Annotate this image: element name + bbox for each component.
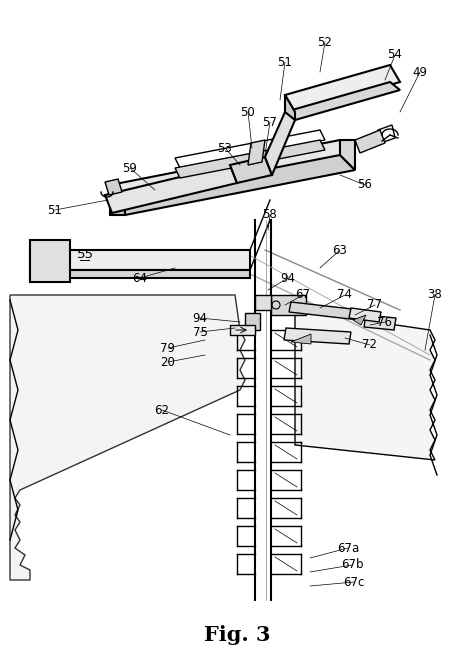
Text: 74: 74 [337,288,353,302]
Polygon shape [110,185,125,215]
Text: 50: 50 [241,106,255,118]
Polygon shape [285,82,400,120]
Polygon shape [378,125,395,143]
Polygon shape [255,295,271,310]
Text: 59: 59 [123,162,137,175]
Polygon shape [284,328,351,344]
Text: 72: 72 [363,338,377,351]
Polygon shape [364,315,396,330]
Polygon shape [248,140,265,165]
Polygon shape [175,130,325,168]
Text: 67b: 67b [341,558,363,572]
Text: 20: 20 [161,355,175,369]
Polygon shape [291,334,311,344]
Polygon shape [10,295,245,580]
Text: Fig. 3: Fig. 3 [204,625,270,645]
Text: 64: 64 [133,271,147,284]
Text: 57: 57 [263,116,277,129]
Polygon shape [110,140,355,200]
Text: 75: 75 [192,325,208,338]
Text: 51: 51 [47,204,63,217]
Text: 67a: 67a [337,541,359,555]
Polygon shape [340,140,355,170]
Polygon shape [271,295,306,315]
Text: 56: 56 [357,179,373,191]
Polygon shape [30,240,70,282]
Polygon shape [245,313,260,330]
Polygon shape [110,155,355,215]
Polygon shape [353,315,366,325]
Polygon shape [30,270,250,278]
Text: 55: 55 [76,248,93,261]
Text: 54: 54 [388,49,402,62]
Text: 52: 52 [318,35,332,49]
Text: 58: 58 [263,208,277,221]
Text: 76: 76 [377,315,392,328]
Polygon shape [230,325,255,335]
Text: 67: 67 [295,288,310,302]
Text: 77: 77 [367,298,383,311]
Polygon shape [230,157,272,183]
Polygon shape [105,179,122,195]
Text: 62: 62 [155,403,170,417]
Polygon shape [349,308,381,322]
Polygon shape [295,310,435,460]
Polygon shape [30,250,250,270]
Text: 79: 79 [161,342,175,355]
Polygon shape [289,302,361,320]
Polygon shape [355,130,385,153]
Text: 53: 53 [218,141,232,154]
Polygon shape [285,65,400,112]
Text: 63: 63 [333,244,347,256]
Text: 38: 38 [428,288,442,302]
Text: 51: 51 [278,55,292,68]
Polygon shape [265,112,295,175]
Text: 94: 94 [192,311,208,325]
Polygon shape [175,140,325,178]
Polygon shape [285,95,295,120]
Text: 94: 94 [281,271,295,284]
Polygon shape [105,165,237,213]
Text: 67c: 67c [343,576,365,589]
Text: 49: 49 [412,66,428,78]
